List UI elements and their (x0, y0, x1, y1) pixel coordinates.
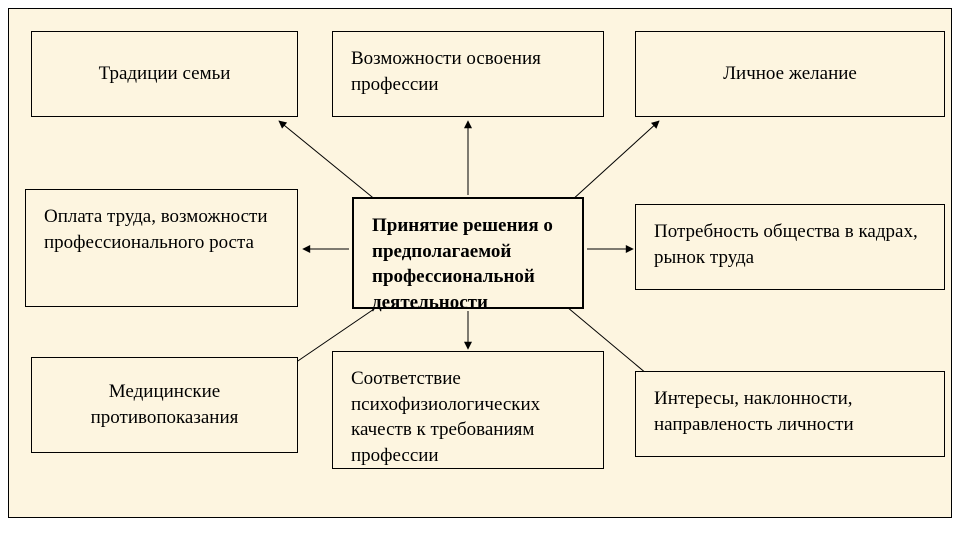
edge-center-tr (571, 121, 659, 201)
node-label: Принятие решения о предполагаемой профес… (372, 213, 564, 316)
node-label: Традиции семьи (99, 61, 231, 87)
node-mid-right: Потребность общества в кадрах, рынок тру… (635, 204, 945, 290)
node-bottom-left: Медицинские противопоказания (31, 357, 298, 453)
node-label: Потребность общества в кадрах, рынок тру… (654, 219, 926, 270)
node-label: Медицинские противопоказания (50, 379, 279, 430)
node-mid-left: Оплата труда, возможности профессиональн… (25, 189, 298, 307)
node-bottom-center: Соответствие психофизиологических качест… (332, 351, 604, 469)
node-center: Принятие решения о предполагаемой профес… (352, 197, 584, 309)
node-label: Интересы, наклонности, направленость лич… (654, 386, 926, 437)
diagram-panel: Традиции семьи Возможности освоения проф… (8, 8, 952, 518)
diagram-canvas: Традиции семьи Возможности освоения проф… (0, 0, 960, 540)
node-label: Соответствие психофизиологических качест… (351, 366, 585, 469)
node-label: Личное желание (723, 61, 857, 87)
node-label: Возможности освоения профессии (351, 46, 585, 97)
node-top-right: Личное желание (635, 31, 945, 117)
node-top-left: Традиции семьи (31, 31, 298, 117)
node-top-center: Возможности освоения профессии (332, 31, 604, 117)
node-label: Оплата труда, возможности профессиональн… (44, 204, 279, 255)
node-bottom-right: Интересы, наклонности, направленость лич… (635, 371, 945, 457)
